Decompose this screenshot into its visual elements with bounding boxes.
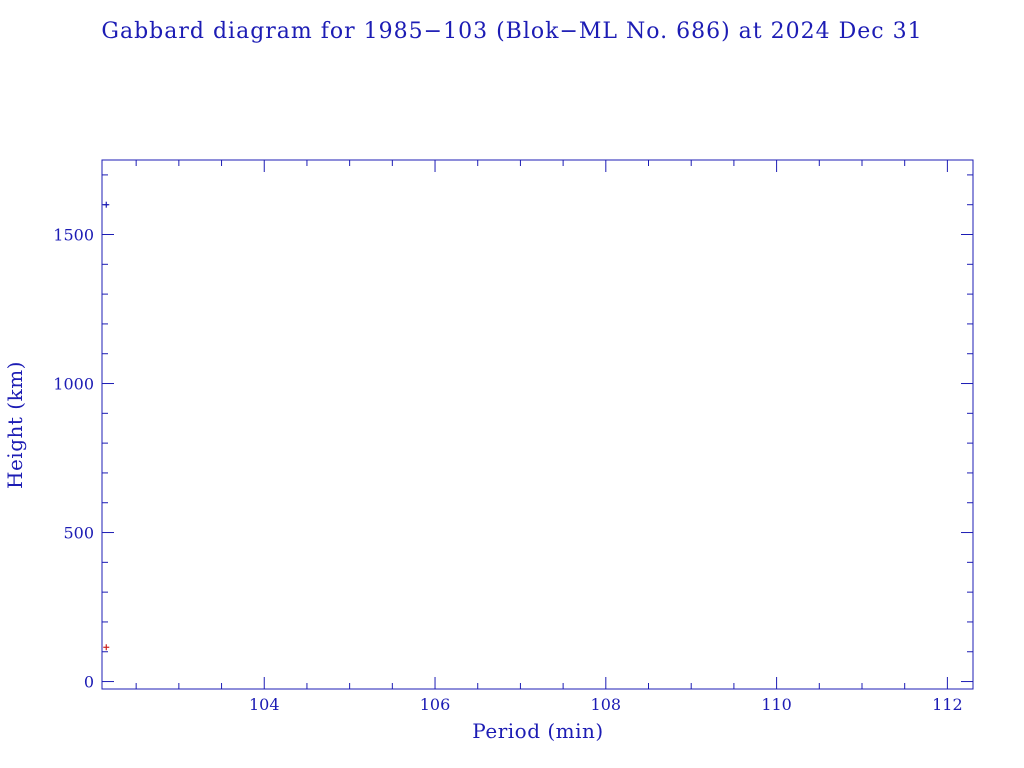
y-tick-label: 1000 bbox=[53, 375, 94, 394]
y-tick-label: 0 bbox=[84, 673, 94, 692]
y-tick-label: 500 bbox=[63, 524, 94, 543]
plot-frame bbox=[101, 159, 974, 690]
apogee-point bbox=[103, 201, 110, 208]
data-layer bbox=[103, 201, 110, 651]
x-tick-label: 112 bbox=[932, 695, 963, 714]
x-tick-label: 104 bbox=[249, 695, 280, 714]
perigee-point bbox=[103, 644, 110, 651]
x-tick-label: 106 bbox=[420, 695, 451, 714]
x-tick-label: 110 bbox=[761, 695, 792, 714]
x-axis-label: Period (min) bbox=[472, 719, 603, 743]
x-tick-label: 108 bbox=[591, 695, 622, 714]
axis-layer bbox=[101, 159, 974, 690]
y-tick-label: 1500 bbox=[53, 226, 94, 245]
tick-label-layer: 104 106 108 110 112 0 500 1000 1500 bbox=[53, 226, 962, 714]
y-axis-label: Height (km) bbox=[3, 361, 27, 489]
chart-title: Gabbard diagram for 1985−103 (Blok−ML No… bbox=[101, 19, 922, 44]
